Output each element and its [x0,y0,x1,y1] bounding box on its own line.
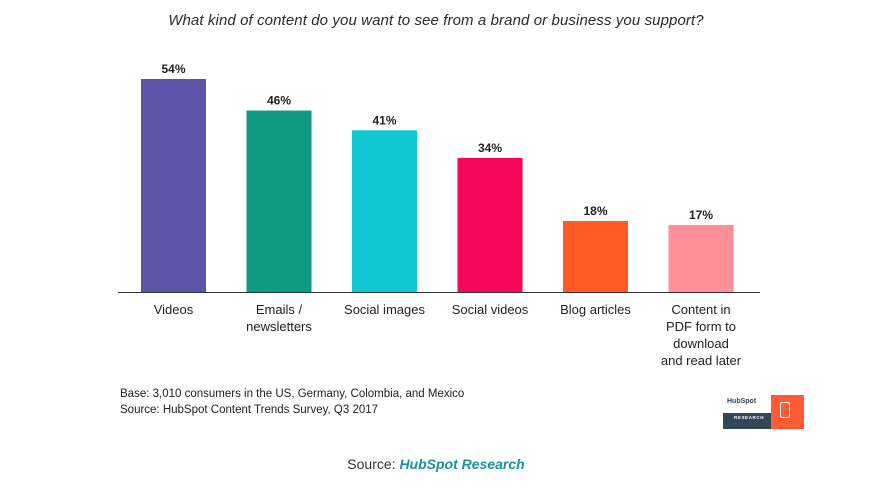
source-caption: Source: HubSpot Research [0,456,872,472]
category-label-line: Videos [154,302,194,317]
phone-icon [780,402,790,418]
base-note: Base: 3,010 consumers in the US, Germany… [120,388,465,400]
category-label-line: Emails / [256,302,303,317]
value-label-0: 54% [161,62,185,76]
value-label-1: 46% [267,94,291,108]
category-label-line: and read later [661,353,742,368]
value-label-3: 34% [478,141,502,155]
bar-5 [668,224,734,292]
source-prefix: Source: [347,456,396,472]
category-label-line: Blog articles [560,302,631,317]
bar-4 [563,221,628,292]
category-label-1: Emails / newsletters [246,302,312,334]
category-label-5: Content in PDF form to download and read la… [661,302,742,368]
bar-0 [141,79,206,292]
bar-1 [246,110,312,292]
category-label-line: newsletters [246,319,312,334]
category-label-3: Social videos [452,302,529,317]
logo-brand-text: HubSpot [727,398,757,405]
category-label-line: PDF form to [666,319,736,334]
category-label-line: Social images [344,302,425,317]
category-label-line: Content in [671,302,730,317]
bar-3 [457,157,523,292]
logo-orange-block [771,395,804,429]
category-label-line: download [673,336,729,351]
logo-sub-text: RESEARCH [734,415,765,420]
value-label-4: 18% [583,204,607,218]
category-label-0: Videos [154,302,194,317]
category-label-4: Blog articles [560,302,631,317]
value-label-5: 17% [689,208,713,222]
source-link[interactable]: HubSpot Research [399,456,525,472]
bar-2 [352,130,417,292]
category-label-2: Social images [344,302,425,317]
chart-title: What kind of content do you want to see … [168,12,704,29]
category-label-line: Social videos [452,302,529,317]
logo-top-band [723,395,771,413]
source-note: Source: HubSpot Content Trends Survey, Q… [120,404,379,416]
value-label-2: 41% [372,113,396,127]
